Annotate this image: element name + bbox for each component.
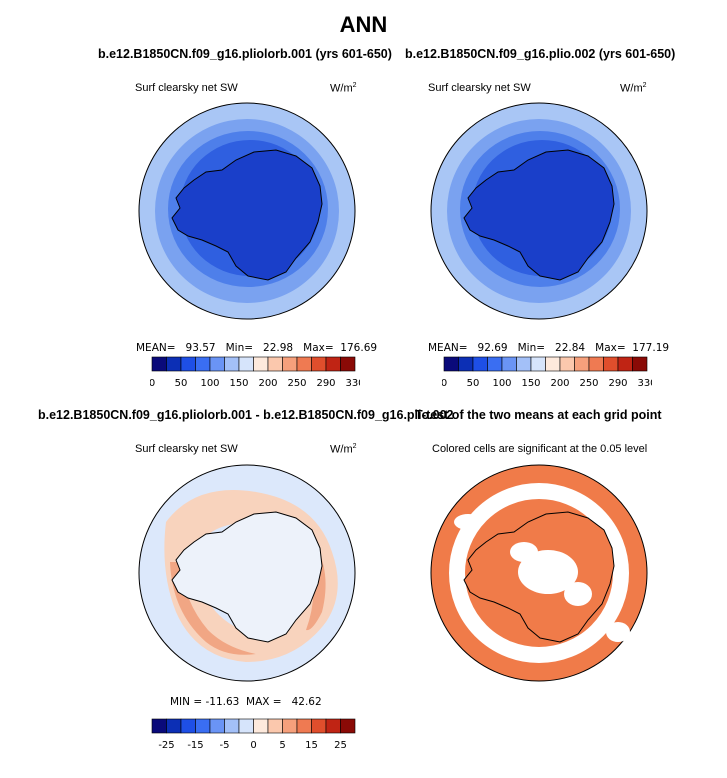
colorbar-box: [516, 356, 532, 372]
colorbar-box: [311, 356, 327, 372]
colorbar-tick-label: 330: [345, 378, 360, 389]
colorbar-tick-label: 200: [550, 378, 569, 389]
colorbar-box: [340, 356, 356, 372]
colorbar-panel2: 0 50 100 150 200 250 290 330: [442, 356, 652, 389]
panel2-stats: MEAN= 92.69 Min= 22.84 Max= 177.19: [428, 342, 670, 354]
colorbar-box: [267, 718, 283, 734]
colorbar-box: [253, 356, 269, 372]
panel4-variable-label: Colored cells are significant at the 0.0…: [432, 443, 648, 455]
colorbar-panel1: 0 50 100 150 200 250 290 330: [150, 356, 360, 389]
colorbar-tick-label: 0: [250, 740, 256, 751]
colorbar-box: [180, 356, 196, 372]
colorbar-box: [501, 356, 517, 372]
colorbar-tick-label: 25: [334, 740, 347, 751]
colorbar-box: [296, 356, 312, 372]
colorbar-box: [588, 356, 604, 372]
panel4-run-title: T-test of the two means at each grid poi…: [415, 408, 662, 422]
colorbar-tick-label: 5: [279, 740, 285, 751]
panel3-run-title: b.e12.B1850CN.f09_g16.pliolorb.001 - b.e…: [38, 408, 454, 422]
colorbar-tick-label: 50: [467, 378, 480, 389]
colorbar-box: [166, 356, 182, 372]
colorbar-box: [487, 356, 503, 372]
colorbar-box: [530, 356, 546, 372]
colorbar-box: [209, 718, 225, 734]
map-nonsignificant-ring: [449, 483, 629, 663]
colorbar-box: [325, 718, 341, 734]
colorbar-box: [311, 718, 327, 734]
panel3-polar-map: [138, 464, 356, 682]
colorbar-box: [180, 718, 196, 734]
colorbar-box: [253, 718, 269, 734]
colorbar-box: [195, 718, 211, 734]
colorbar-tick-label: 150: [229, 378, 248, 389]
panel1-variable-label: Surf clearsky net SW: [135, 82, 238, 94]
colorbar-box: [472, 356, 488, 372]
colorbar-tick-label: 250: [579, 378, 598, 389]
panel3-variable-label: Surf clearsky net SW: [135, 443, 238, 455]
colorbar-tick-label: -15: [187, 740, 203, 751]
colorbar-box: [166, 718, 182, 734]
colorbar-box: [238, 356, 254, 372]
colorbar-box: [238, 718, 254, 734]
colorbar-panel3: -25 -15 -5 0 5 15 25: [151, 718, 356, 751]
colorbar-tick-label: -5: [220, 740, 230, 751]
colorbar-box: [545, 356, 561, 372]
colorbar-box: [632, 356, 648, 372]
colorbar-tick-label: 100: [492, 378, 511, 389]
colorbar-box: [603, 356, 619, 372]
colorbar-box: [340, 718, 356, 734]
panel2-variable-label: Surf clearsky net SW: [428, 82, 531, 94]
colorbar-box: [296, 718, 312, 734]
colorbar-box: [282, 718, 298, 734]
map-nonsignificant-patches: [454, 514, 630, 642]
panel2-run-title: b.e12.B1850CN.f09_g16.plio.002 (yrs 601-…: [405, 47, 676, 61]
panel1-polar-map: [138, 102, 356, 320]
panel1-units: W/m2: [330, 82, 357, 95]
panel1-stats: MEAN= 93.57 Min= 22.98 Max= 176.69: [136, 342, 378, 354]
colorbar-box: [574, 356, 590, 372]
colorbar-tick-label: 200: [258, 378, 277, 389]
colorbar-tick-label: 0: [150, 378, 155, 389]
colorbar-tick-label: 50: [175, 378, 188, 389]
main-title: ANN: [339, 12, 388, 37]
colorbar-tick-label: 15: [305, 740, 318, 751]
colorbar-box: [151, 718, 167, 734]
colorbar-box: [458, 356, 474, 372]
panel3-stats: MIN = -11.63 MAX = 42.62: [170, 696, 322, 708]
colorbar-box: [559, 356, 575, 372]
colorbar-box: [325, 356, 341, 372]
colorbar-tick-label: 330: [637, 378, 652, 389]
colorbar-box: [209, 356, 225, 372]
panel2-units: W/m2: [620, 82, 647, 95]
colorbar-box: [224, 718, 240, 734]
panel3-units: W/m2: [330, 443, 357, 456]
colorbar-tick-label: 100: [200, 378, 219, 389]
panel2-polar-map: [430, 102, 648, 320]
antarctica-landmass: [171, 511, 323, 643]
colorbar-tick-label: 290: [608, 378, 627, 389]
colorbar-tick-label: 150: [521, 378, 540, 389]
panel4-polar-map: [430, 464, 648, 682]
antarctica-landmass: [463, 149, 615, 281]
colorbar-tick-label: -25: [158, 740, 174, 751]
colorbar-tick-label: 290: [316, 378, 335, 389]
colorbar-box: [224, 356, 240, 372]
colorbar-box: [617, 356, 633, 372]
panel1-run-title: b.e12.B1850CN.f09_g16.pliolorb.001 (yrs …: [98, 47, 392, 61]
colorbar-box: [443, 356, 459, 372]
colorbar-box: [151, 356, 167, 372]
colorbar-tick-label: 250: [287, 378, 306, 389]
colorbar-tick-label: 0: [442, 378, 447, 389]
antarctica-landmass: [171, 149, 323, 281]
colorbar-box: [282, 356, 298, 372]
colorbar-box: [195, 356, 211, 372]
colorbar-box: [267, 356, 283, 372]
